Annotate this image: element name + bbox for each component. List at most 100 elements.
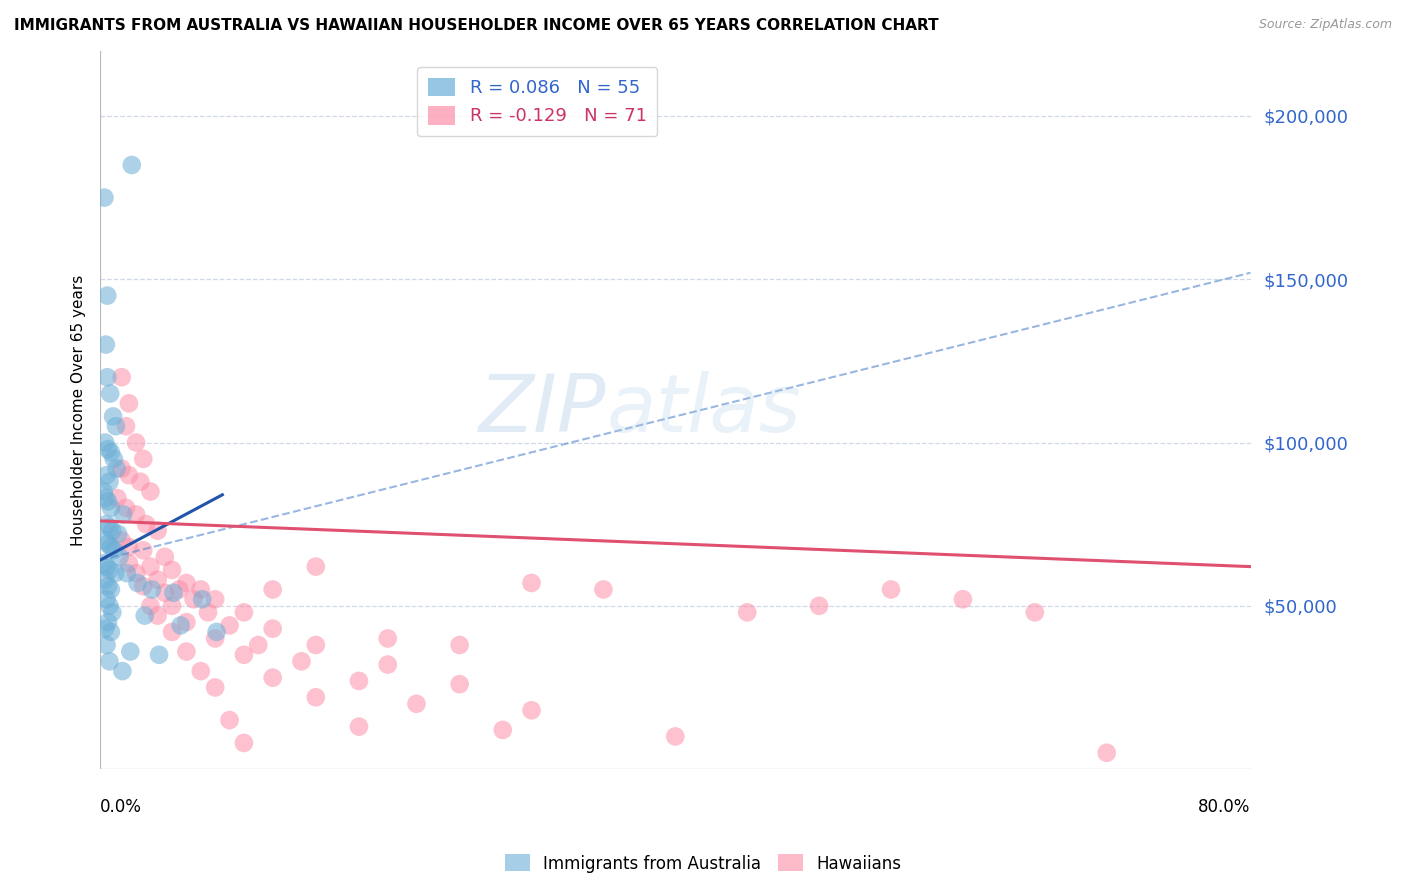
Point xyxy=(125,435,148,450)
Point xyxy=(97,579,120,593)
Point xyxy=(952,592,974,607)
Legend: R = 0.086   N = 55, R = -0.129   N = 71: R = 0.086 N = 55, R = -0.129 N = 71 xyxy=(418,67,658,136)
Point xyxy=(176,615,198,629)
Point xyxy=(167,582,190,597)
Legend: Immigrants from Australia, Hawaiians: Immigrants from Australia, Hawaiians xyxy=(498,847,908,880)
Point xyxy=(98,599,121,613)
Point xyxy=(94,622,117,636)
Point xyxy=(735,605,758,619)
Point xyxy=(880,582,903,597)
Point xyxy=(664,730,686,744)
Point xyxy=(96,559,118,574)
Point xyxy=(96,592,118,607)
Point xyxy=(405,697,427,711)
Point xyxy=(132,579,155,593)
Point xyxy=(118,540,141,554)
Point xyxy=(347,673,370,688)
Point xyxy=(94,491,117,505)
Text: ZIP: ZIP xyxy=(479,371,606,449)
Point xyxy=(160,624,183,639)
Point xyxy=(247,638,270,652)
Point xyxy=(520,703,543,717)
Point xyxy=(141,582,163,597)
Point xyxy=(93,191,115,205)
Point xyxy=(148,648,170,662)
Point xyxy=(118,557,141,571)
Point xyxy=(98,520,121,534)
Point xyxy=(111,370,134,384)
Point xyxy=(190,582,212,597)
Point xyxy=(146,573,169,587)
Point xyxy=(96,638,118,652)
Point xyxy=(94,533,117,548)
Point xyxy=(492,723,515,737)
Point xyxy=(305,559,328,574)
Point xyxy=(103,543,125,558)
Point xyxy=(592,582,614,597)
Point xyxy=(97,615,120,629)
Point xyxy=(100,624,122,639)
Point xyxy=(104,419,127,434)
Point xyxy=(1024,605,1046,619)
Point xyxy=(449,638,471,652)
Point xyxy=(262,582,284,597)
Point xyxy=(94,337,117,351)
Point xyxy=(94,573,117,587)
Point xyxy=(111,533,134,548)
Point xyxy=(146,524,169,538)
Point xyxy=(153,586,176,600)
Point xyxy=(115,500,138,515)
Point xyxy=(139,559,162,574)
Point xyxy=(176,576,198,591)
Point xyxy=(98,654,121,668)
Point xyxy=(262,671,284,685)
Point xyxy=(305,690,328,705)
Text: IMMIGRANTS FROM AUSTRALIA VS HAWAIIAN HOUSEHOLDER INCOME OVER 65 YEARS CORRELATI: IMMIGRANTS FROM AUSTRALIA VS HAWAIIAN HO… xyxy=(14,18,939,33)
Point xyxy=(377,632,399,646)
Point xyxy=(112,508,135,522)
Point xyxy=(101,409,124,424)
Point xyxy=(96,517,118,532)
Point xyxy=(98,563,121,577)
Point xyxy=(100,540,122,554)
Point xyxy=(160,599,183,613)
Point xyxy=(146,608,169,623)
Point xyxy=(121,158,143,172)
Point xyxy=(115,566,138,581)
Text: Source: ZipAtlas.com: Source: ZipAtlas.com xyxy=(1258,18,1392,31)
Y-axis label: Householder Income Over 65 years: Householder Income Over 65 years xyxy=(72,274,86,546)
Point xyxy=(111,461,134,475)
Point xyxy=(105,461,128,475)
Point xyxy=(108,549,131,564)
Point xyxy=(204,632,226,646)
Point xyxy=(94,435,117,450)
Point xyxy=(190,664,212,678)
Point xyxy=(93,557,115,571)
Point xyxy=(97,494,120,508)
Point xyxy=(125,566,148,581)
Point xyxy=(127,576,149,591)
Point xyxy=(204,592,226,607)
Point xyxy=(104,566,127,581)
Point xyxy=(139,599,162,613)
Text: atlas: atlas xyxy=(606,371,801,449)
Point xyxy=(105,491,128,505)
Point xyxy=(135,517,157,532)
Point xyxy=(153,549,176,564)
Point xyxy=(100,582,122,597)
Point xyxy=(97,442,120,456)
Point xyxy=(232,648,254,662)
Point xyxy=(218,618,240,632)
Point xyxy=(96,370,118,384)
Point xyxy=(111,664,134,678)
Point xyxy=(132,451,155,466)
Point xyxy=(101,524,124,538)
Point xyxy=(93,484,115,499)
Point xyxy=(129,475,152,489)
Point xyxy=(107,527,129,541)
Point xyxy=(232,605,254,619)
Point xyxy=(96,288,118,302)
Text: 80.0%: 80.0% xyxy=(1198,797,1250,816)
Point xyxy=(290,654,312,668)
Point xyxy=(98,386,121,401)
